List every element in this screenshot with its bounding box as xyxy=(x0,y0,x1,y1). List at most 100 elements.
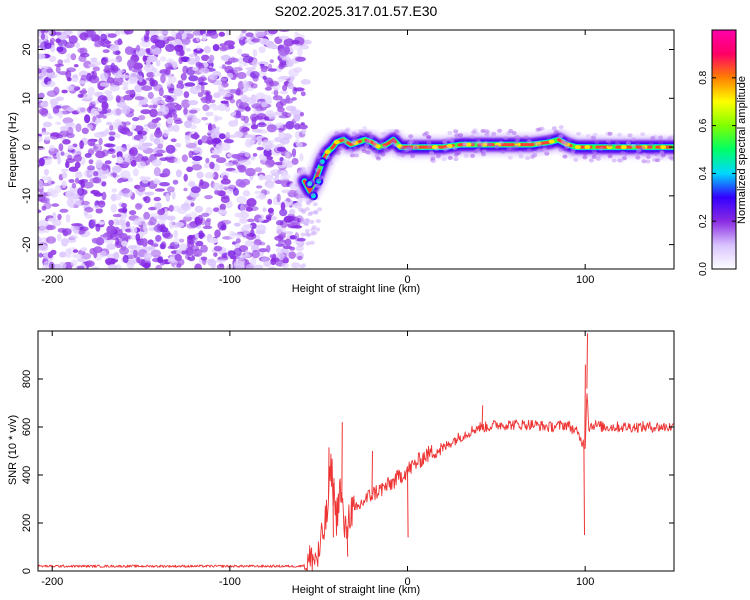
figure-title: S202.2025.317.01.57.E30 xyxy=(275,3,438,19)
noise-speckle xyxy=(228,44,235,50)
noise-speckle xyxy=(190,124,197,130)
ridge-peak xyxy=(396,144,403,149)
noise-speckle xyxy=(173,157,181,164)
noise-speckle xyxy=(136,256,141,264)
noise-speckle xyxy=(40,101,49,108)
noise-speckle xyxy=(315,219,321,224)
noise-speckle xyxy=(283,46,291,54)
noise-speckle xyxy=(66,30,71,35)
noise-speckle xyxy=(201,33,207,41)
noise-speckle xyxy=(147,239,154,245)
noise-speckle xyxy=(150,34,160,44)
noise-speckle xyxy=(148,226,155,232)
noise-speckle xyxy=(282,124,293,128)
noise-speckle xyxy=(174,119,183,124)
noise-speckle xyxy=(165,66,171,76)
noise-speckle xyxy=(159,56,167,62)
noise-speckle xyxy=(210,131,222,140)
noise-speckle xyxy=(215,259,226,264)
ridge-fuzz xyxy=(491,131,497,136)
noise-speckle xyxy=(41,176,48,181)
ridge-fuzz xyxy=(563,140,569,145)
noise-speckle xyxy=(244,152,250,158)
noise-speckle xyxy=(183,91,190,99)
noise-speckle xyxy=(73,154,82,162)
noise-speckle xyxy=(304,228,310,233)
noise-speckle xyxy=(276,193,281,203)
ridge-fuzz xyxy=(376,156,381,161)
noise-speckle xyxy=(87,138,96,147)
ridge-fuzz xyxy=(395,130,401,135)
ridge-fuzz xyxy=(562,154,568,159)
ridge-peak xyxy=(495,142,501,147)
ridge-fuzz xyxy=(430,156,436,161)
ridge-onset-blob xyxy=(317,157,327,167)
ridge-fuzz xyxy=(410,154,416,158)
noise-speckle xyxy=(98,200,106,208)
noise-speckle xyxy=(255,105,264,112)
noise-speckle xyxy=(52,263,62,269)
noise-speckle xyxy=(233,222,241,227)
frequency-ridge-layer xyxy=(293,125,674,205)
noise-speckle xyxy=(264,86,272,91)
noise-speckle xyxy=(291,148,297,158)
noise-speckle xyxy=(154,129,163,138)
ridge-fuzz xyxy=(508,128,514,133)
noise-speckle xyxy=(149,77,155,87)
noise-speckle xyxy=(106,243,116,250)
noise-speckle xyxy=(82,181,94,189)
ridge-onset-blob xyxy=(314,176,324,186)
ridge-fuzz xyxy=(371,144,377,149)
ridge-fuzz xyxy=(537,127,543,132)
noise-speckle xyxy=(181,154,188,163)
ridge-fuzz xyxy=(354,153,360,158)
noise-speckle xyxy=(150,98,161,105)
ridge-fuzz xyxy=(514,134,520,139)
noise-speckle xyxy=(112,213,122,218)
ridge-fuzz xyxy=(566,138,572,143)
noise-speckle xyxy=(38,252,43,258)
ridge-peak xyxy=(374,144,381,149)
noise-speckle xyxy=(124,157,131,163)
noise-speckle xyxy=(264,96,273,104)
noise-speckle xyxy=(235,232,243,238)
noise-speckle xyxy=(147,55,158,63)
snr-x-tick-label: 100 xyxy=(576,576,594,588)
noise-speckle xyxy=(296,142,303,148)
noise-speckle xyxy=(305,241,311,246)
ridge-fuzz xyxy=(640,146,646,150)
noise-speckle xyxy=(38,92,45,99)
noise-speckle xyxy=(309,211,315,215)
noise-speckle xyxy=(240,211,250,219)
noise-speckle xyxy=(59,251,67,258)
ridge-fuzz xyxy=(360,147,366,151)
ridge-fuzz xyxy=(382,145,388,149)
noise-speckle xyxy=(93,146,99,150)
noise-speckle xyxy=(250,228,255,238)
noise-speckle xyxy=(189,86,201,95)
noise-speckle xyxy=(224,40,235,47)
ridge-fuzz xyxy=(659,149,665,154)
noise-speckle xyxy=(112,108,123,116)
noise-speckle xyxy=(172,124,180,132)
noise-speckle xyxy=(131,124,137,130)
ridge-fuzz xyxy=(542,145,548,150)
ridge-fuzz xyxy=(476,140,482,145)
noise-speckle xyxy=(101,56,109,62)
noise-speckle xyxy=(71,75,79,83)
ridge-fuzz xyxy=(500,149,506,154)
noise-speckle xyxy=(238,160,244,165)
noise-speckle xyxy=(265,214,272,220)
noise-speckle xyxy=(266,156,274,160)
ridge-fuzz xyxy=(605,131,611,136)
noise-speckle xyxy=(265,158,275,168)
ridge-fuzz xyxy=(453,129,459,134)
noise-speckle xyxy=(179,243,189,252)
noise-speckle xyxy=(298,124,308,130)
noise-speckle xyxy=(80,252,92,260)
noise-speckle xyxy=(194,233,199,239)
noise-speckle xyxy=(172,61,178,70)
noise-speckle xyxy=(87,30,97,39)
noise-speckle xyxy=(247,97,256,106)
noise-speckle xyxy=(244,138,253,148)
